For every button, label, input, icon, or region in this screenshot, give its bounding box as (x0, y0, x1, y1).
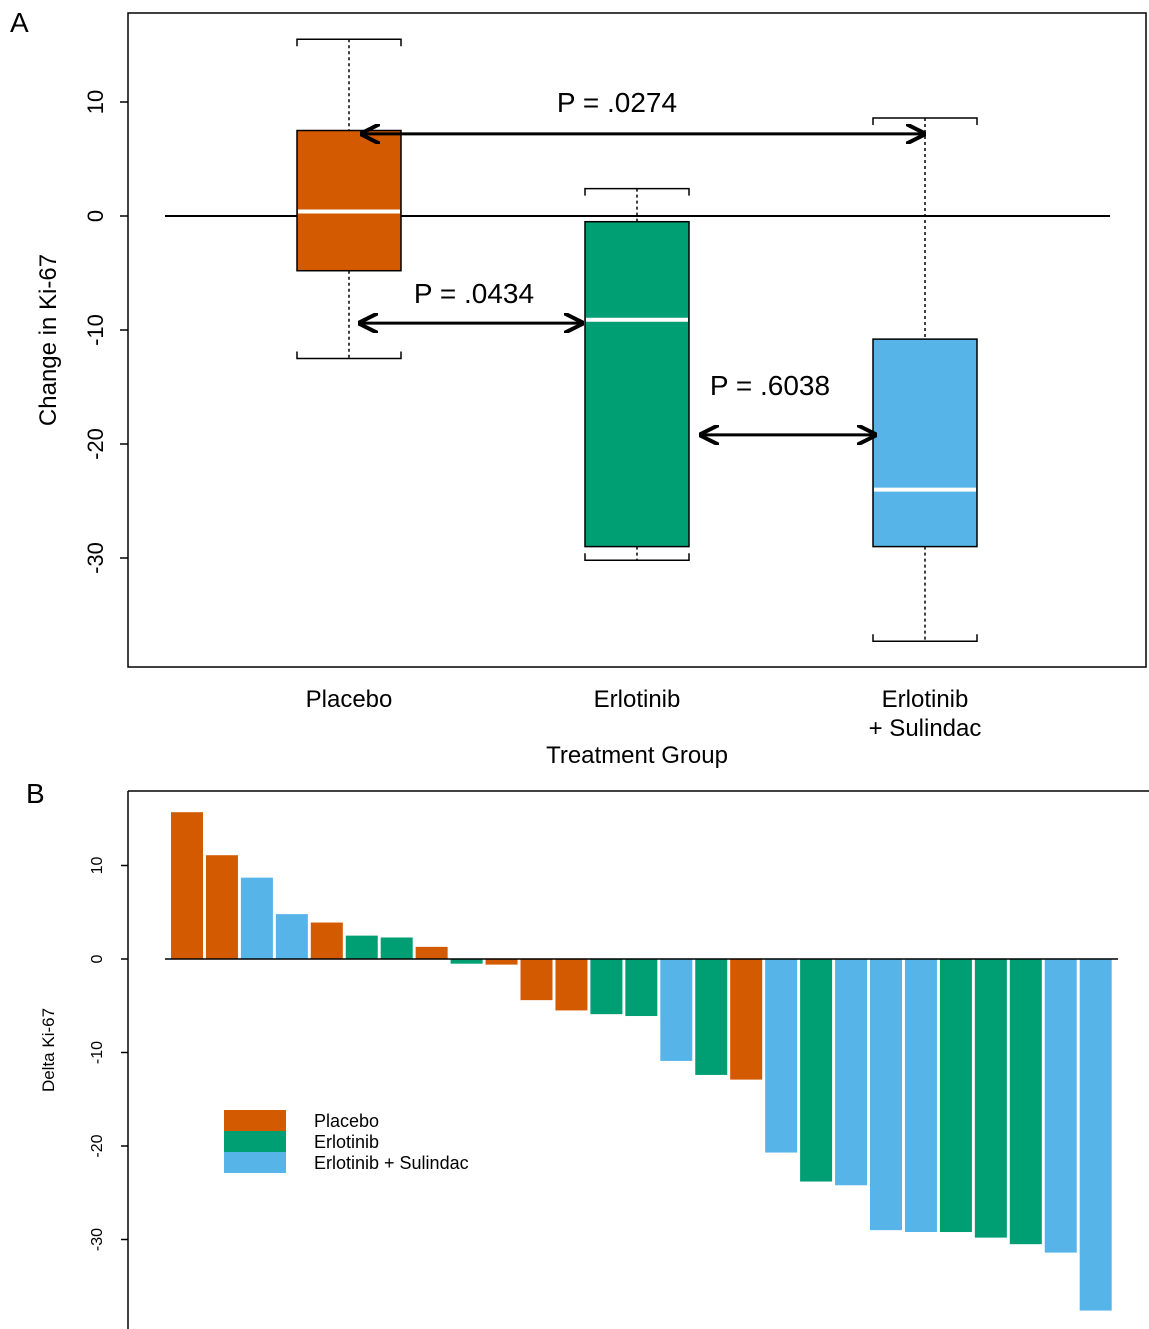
bar-erlotinib (590, 959, 623, 1015)
iqr-box (584, 220, 690, 548)
bar-erlotinib (1009, 959, 1042, 1245)
panel-b-letter: B (26, 778, 45, 809)
bar-erlotinib (974, 959, 1007, 1238)
category-label-erlotinib_sulindac: + Sulindac (869, 715, 982, 742)
box-placebo (296, 38, 402, 360)
bar-placebo (171, 812, 203, 959)
bar-placebo (310, 922, 343, 959)
panel-a-letter: A (10, 7, 29, 38)
bar-erlotinib_sulindac (1079, 959, 1112, 1311)
bar-erlotinib_sulindac (765, 959, 798, 1153)
category-label-erlotinib: Erlotinib (594, 686, 681, 713)
legend-label-erlotinib_sulindac: Erlotinib + Sulindac (314, 1153, 469, 1173)
comparison-2: P = .6038 (701, 370, 875, 435)
upper-whisker-cap (584, 187, 690, 196)
bar-erlotinib_sulindac (275, 914, 308, 959)
bar-placebo (205, 855, 238, 959)
panel-a-plot-frame (127, 12, 1147, 668)
legend-swatch-erlotinib (224, 1131, 286, 1152)
bar-erlotinib (695, 959, 728, 1075)
bar-erlotinib_sulindac (835, 959, 868, 1186)
panel-b-y-axis: 10 0 -10 -20 -30 (89, 857, 128, 1251)
bar-erlotinib_sulindac (660, 959, 693, 1061)
bar-placebo (485, 959, 518, 965)
lower-whisker-cap (584, 553, 690, 562)
y-tick-label: -30 (83, 542, 108, 574)
p-value-label: P = .6038 (710, 370, 830, 401)
comparison-0: P = .0274 (362, 87, 924, 134)
lower-whisker-cap (296, 351, 402, 360)
legend-swatch-erlotinib_sulindac (224, 1152, 286, 1173)
legend-label-placebo: Placebo (314, 1111, 379, 1131)
iqr-box (872, 338, 978, 548)
panel-a-comparisons: P = .0274 P = .0434 P = .6038 (360, 87, 924, 435)
panel-a-y-axis-title: Change in Ki-67 (35, 254, 62, 426)
legend-swatch-placebo (224, 1110, 286, 1131)
panel-b-y-axis-title: Delta Ki-67 (39, 1008, 58, 1092)
panel-b-waterfall: B 100-10-20-30 Delta Ki-67 PlaceboErloti… (26, 778, 1149, 1329)
bar-placebo (730, 959, 763, 1080)
y-tick-label: -10 (89, 1041, 106, 1064)
iqr-box (296, 129, 402, 272)
comparison-1: P = .0434 (360, 278, 582, 323)
bar-placebo (555, 959, 588, 1011)
lower-whisker-cap (872, 634, 978, 642)
panel-b-bars (171, 812, 1112, 1311)
y-tick-label: 10 (83, 90, 108, 114)
y-tick-label: 10 (89, 857, 106, 875)
panel-a-y-axis: 10 0 -10 -20 -30 (83, 90, 128, 574)
bar-erlotinib_sulindac (240, 877, 273, 959)
bar-erlotinib_sulindac (870, 959, 902, 1231)
category-label-placebo: Placebo (306, 686, 393, 713)
box-erlotinib_sulindac (872, 117, 978, 642)
bar-placebo (520, 959, 553, 1001)
bar-erlotinib (380, 937, 413, 959)
y-tick-label: -30 (89, 1228, 106, 1251)
p-value-label: P = .0434 (414, 278, 534, 309)
upper-whisker-cap (872, 117, 978, 125)
panel-a-category-labels: Placebo Erlotinib Erlotinib+ Sulindac (306, 686, 982, 742)
bar-placebo (415, 946, 448, 959)
bar-erlotinib_sulindac (1044, 959, 1077, 1253)
bar-erlotinib (625, 959, 658, 1017)
bar-erlotinib (345, 935, 378, 959)
y-tick-label: -20 (89, 1134, 106, 1157)
panel-a-x-axis-title: Treatment Group (546, 742, 728, 769)
panel-a-boxplot: A 10 0 -10 -20 -30 Placebo Erlotinib Erlotinib… (10, 7, 1147, 769)
bar-erlotinib (939, 959, 972, 1233)
bar-erlotinib (450, 959, 483, 964)
panel-a-boxes (296, 38, 978, 642)
y-tick-label: 0 (89, 954, 106, 963)
y-tick-label: 0 (83, 210, 108, 222)
bar-erlotinib (800, 959, 833, 1182)
bar-erlotinib_sulindac (904, 959, 937, 1233)
upper-whisker-cap (296, 38, 402, 47)
y-tick-label: -10 (83, 314, 108, 346)
p-value-label: P = .0274 (557, 87, 677, 118)
legend-label-erlotinib: Erlotinib (314, 1132, 379, 1152)
y-tick-label: -20 (83, 428, 108, 460)
box-erlotinib (584, 187, 690, 562)
category-label-erlotinib_sulindac: Erlotinib (882, 686, 969, 713)
